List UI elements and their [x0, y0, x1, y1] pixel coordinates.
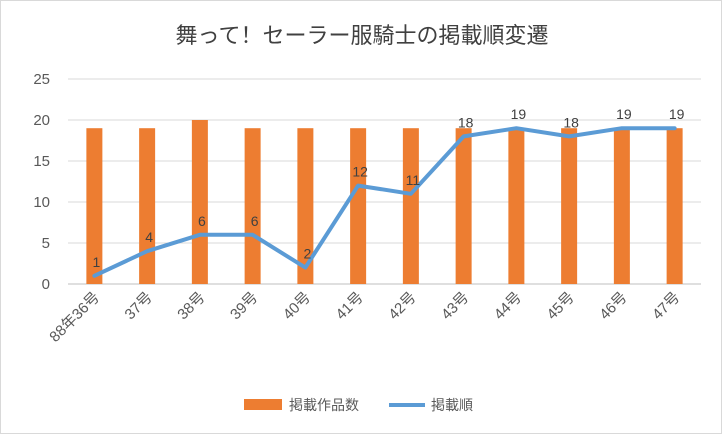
data-label: 19 — [511, 106, 527, 122]
y-tick-label: 15 — [33, 153, 50, 170]
data-label: 12 — [352, 164, 368, 180]
data-label: 18 — [458, 114, 474, 130]
bar — [613, 128, 630, 284]
bar — [139, 128, 156, 284]
bar — [402, 128, 419, 284]
legend: 掲載作品数 掲載順 — [244, 398, 473, 414]
x-tick-label: 40号 — [280, 289, 314, 323]
bar — [86, 128, 103, 284]
x-tick-label: 44号 — [491, 289, 525, 323]
x-tick-label: 41号 — [333, 289, 367, 323]
y-tick-label: 25 — [33, 71, 50, 88]
data-label: 1 — [92, 254, 100, 270]
legend-label-bar: 掲載作品数 — [289, 398, 359, 414]
y-tick-label: 10 — [33, 194, 50, 211]
bar — [297, 128, 314, 284]
x-tick-label: 37号 — [122, 289, 156, 323]
x-axis: 88年36号 37号 38号 39号 40号 41号 42号 43号 44号 45号 46号 47号 — [46, 289, 683, 346]
data-label: 19 — [616, 106, 632, 122]
data-label: 6 — [198, 213, 206, 229]
legend-label-line: 掲載順 — [431, 398, 473, 414]
data-label: 19 — [669, 106, 685, 122]
bar — [455, 128, 472, 284]
data-label: 2 — [303, 246, 311, 262]
y-tick-label: 0 — [42, 276, 50, 293]
bar-series — [86, 120, 683, 284]
x-tick-label: 42号 — [385, 289, 419, 323]
y-axis: 0 5 10 15 20 25 — [33, 71, 50, 293]
bar — [666, 128, 683, 284]
bar — [350, 128, 367, 284]
data-label: 11 — [406, 172, 421, 188]
bar — [244, 128, 261, 284]
bar — [508, 128, 525, 284]
x-tick-label: 39号 — [227, 289, 261, 323]
series-line — [92, 126, 677, 278]
chart-title: 舞って！セーラー服騎士の掲載順変遷 — [176, 24, 549, 49]
y-tick-label: 5 — [42, 235, 50, 252]
x-tick-label: 88年36号 — [46, 289, 103, 346]
data-label: 18 — [563, 114, 579, 130]
gridlines — [68, 78, 701, 285]
data-label: 6 — [251, 213, 259, 229]
x-tick-label: 47号 — [649, 289, 683, 323]
bar — [561, 128, 578, 284]
x-tick-label: 45号 — [544, 289, 578, 323]
legend-swatch-bar — [244, 399, 282, 410]
y-tick-label: 20 — [33, 112, 50, 129]
line-series: 1 4 6 6 2 12 11 18 19 18 19 19 — [92, 106, 685, 278]
data-label: 4 — [145, 229, 153, 245]
x-tick-label: 38号 — [174, 289, 208, 323]
x-tick-label: 43号 — [438, 289, 472, 323]
x-tick-label: 46号 — [596, 289, 630, 323]
bar — [191, 120, 208, 284]
